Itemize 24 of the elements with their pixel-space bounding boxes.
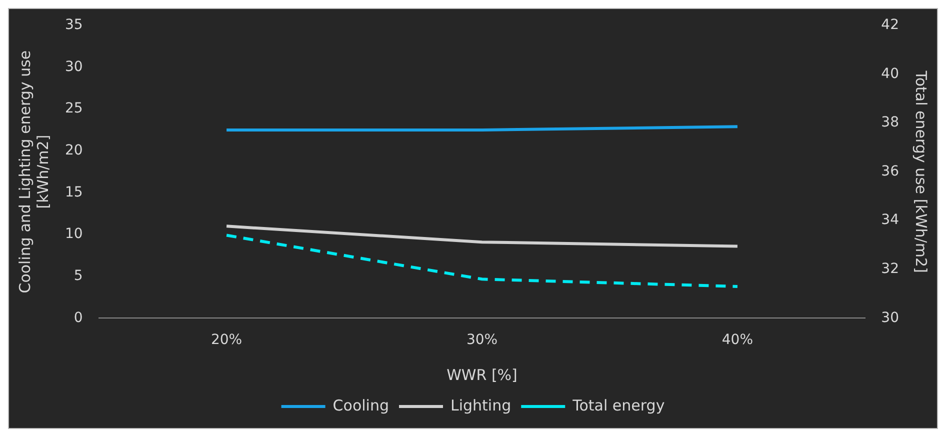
legend-label: Lighting bbox=[450, 396, 512, 414]
legend-label: Cooling bbox=[332, 396, 390, 414]
y2-tick-label: 38 bbox=[881, 114, 900, 131]
y2-tick-label: 42 bbox=[881, 17, 900, 34]
y-axis-title: Cooling and Lighting energy use [kWh/m2] bbox=[16, 50, 52, 294]
y-tick-label: 0 bbox=[74, 310, 83, 326]
y2-tick-label: 32 bbox=[881, 261, 900, 278]
y2-tick-label: 36 bbox=[881, 163, 900, 180]
y2-axis-title: Total energy use [kWh/m2] bbox=[912, 70, 930, 273]
y-tick-label: 30 bbox=[64, 58, 83, 75]
legend-label: Total energy bbox=[572, 396, 665, 414]
x-axis-title: WWR [%] bbox=[446, 366, 518, 384]
y-tick-label: 20 bbox=[64, 142, 83, 159]
x-tick-label: 30% bbox=[466, 332, 498, 348]
y2-tick-label: 34 bbox=[881, 212, 900, 228]
y-tick-label: 35 bbox=[64, 17, 83, 34]
x-tick-label: 20% bbox=[210, 332, 242, 348]
y-tick-label: 10 bbox=[64, 226, 83, 242]
y2-tick-label: 30 bbox=[881, 310, 900, 326]
x-tick-label: 40% bbox=[722, 332, 754, 348]
y-tick-label: 25 bbox=[64, 100, 83, 117]
y-tick-label: 5 bbox=[74, 268, 83, 284]
y-tick-label: 15 bbox=[64, 184, 83, 200]
y2-tick-label: 40 bbox=[881, 66, 900, 82]
